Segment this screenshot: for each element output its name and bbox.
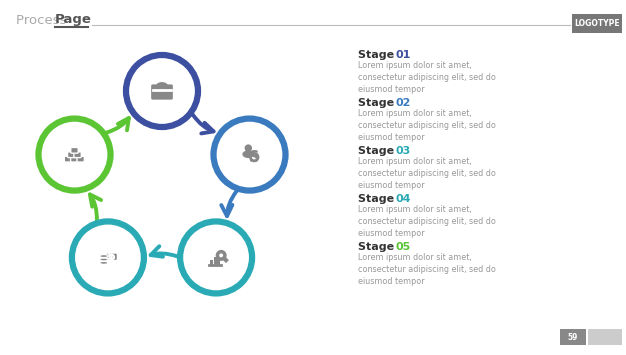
Circle shape: [245, 144, 252, 152]
Circle shape: [39, 119, 111, 191]
Text: 05: 05: [396, 242, 411, 252]
FancyBboxPatch shape: [106, 253, 118, 261]
Text: Lorem ipsum dolor sit amet,
consectetur adipiscing elit, sed do
eiusmod tempor: Lorem ipsum dolor sit amet, consectetur …: [358, 60, 496, 94]
Circle shape: [250, 153, 258, 161]
FancyBboxPatch shape: [161, 89, 163, 91]
Circle shape: [126, 55, 198, 127]
Text: Stage: Stage: [358, 146, 398, 156]
FancyBboxPatch shape: [74, 152, 81, 158]
Text: Stage: Stage: [358, 194, 398, 204]
Text: Stage: Stage: [358, 242, 398, 252]
FancyBboxPatch shape: [151, 84, 173, 100]
FancyBboxPatch shape: [560, 329, 586, 345]
Text: Lorem ipsum dolor sit amet,
consectetur adipiscing elit, sed do
eiusmod tempor: Lorem ipsum dolor sit amet, consectetur …: [358, 157, 496, 190]
Bar: [214, 257, 217, 265]
Text: Lorem ipsum dolor sit amet,
consectetur adipiscing elit, sed do
eiusmod tempor: Lorem ipsum dolor sit amet, consectetur …: [358, 252, 496, 286]
Ellipse shape: [100, 261, 108, 264]
Text: 03: 03: [396, 146, 411, 156]
Text: Stage: Stage: [358, 98, 398, 108]
Ellipse shape: [242, 151, 254, 158]
FancyBboxPatch shape: [77, 156, 85, 162]
Circle shape: [213, 119, 285, 191]
Bar: [217, 259, 220, 265]
Text: Lorem ipsum dolor sit amet,
consectetur adipiscing elit, sed do
eiusmod tempor: Lorem ipsum dolor sit amet, consectetur …: [358, 204, 496, 238]
FancyBboxPatch shape: [64, 156, 72, 162]
Text: 02: 02: [396, 98, 411, 108]
FancyBboxPatch shape: [68, 152, 75, 158]
Circle shape: [72, 222, 144, 294]
Text: S: S: [249, 149, 260, 165]
Ellipse shape: [100, 258, 108, 261]
Text: 01: 01: [396, 50, 411, 60]
Text: Page: Page: [54, 13, 91, 27]
Text: Lorem ipsum dolor sit amet,
consectetur adipiscing elit, sed do
eiusmod tempor: Lorem ipsum dolor sit amet, consectetur …: [358, 109, 496, 142]
FancyBboxPatch shape: [572, 14, 622, 33]
Text: $: $: [107, 250, 116, 263]
Text: 59: 59: [568, 333, 578, 342]
Text: Stage: Stage: [358, 50, 398, 60]
FancyBboxPatch shape: [588, 329, 622, 345]
Text: LOGOTYPE: LOGOTYPE: [574, 19, 620, 28]
FancyBboxPatch shape: [71, 156, 78, 162]
Bar: [210, 260, 213, 265]
Text: Process: Process: [16, 13, 71, 27]
FancyBboxPatch shape: [71, 147, 78, 153]
Ellipse shape: [100, 255, 108, 258]
Circle shape: [180, 222, 252, 294]
Text: 04: 04: [396, 194, 411, 204]
